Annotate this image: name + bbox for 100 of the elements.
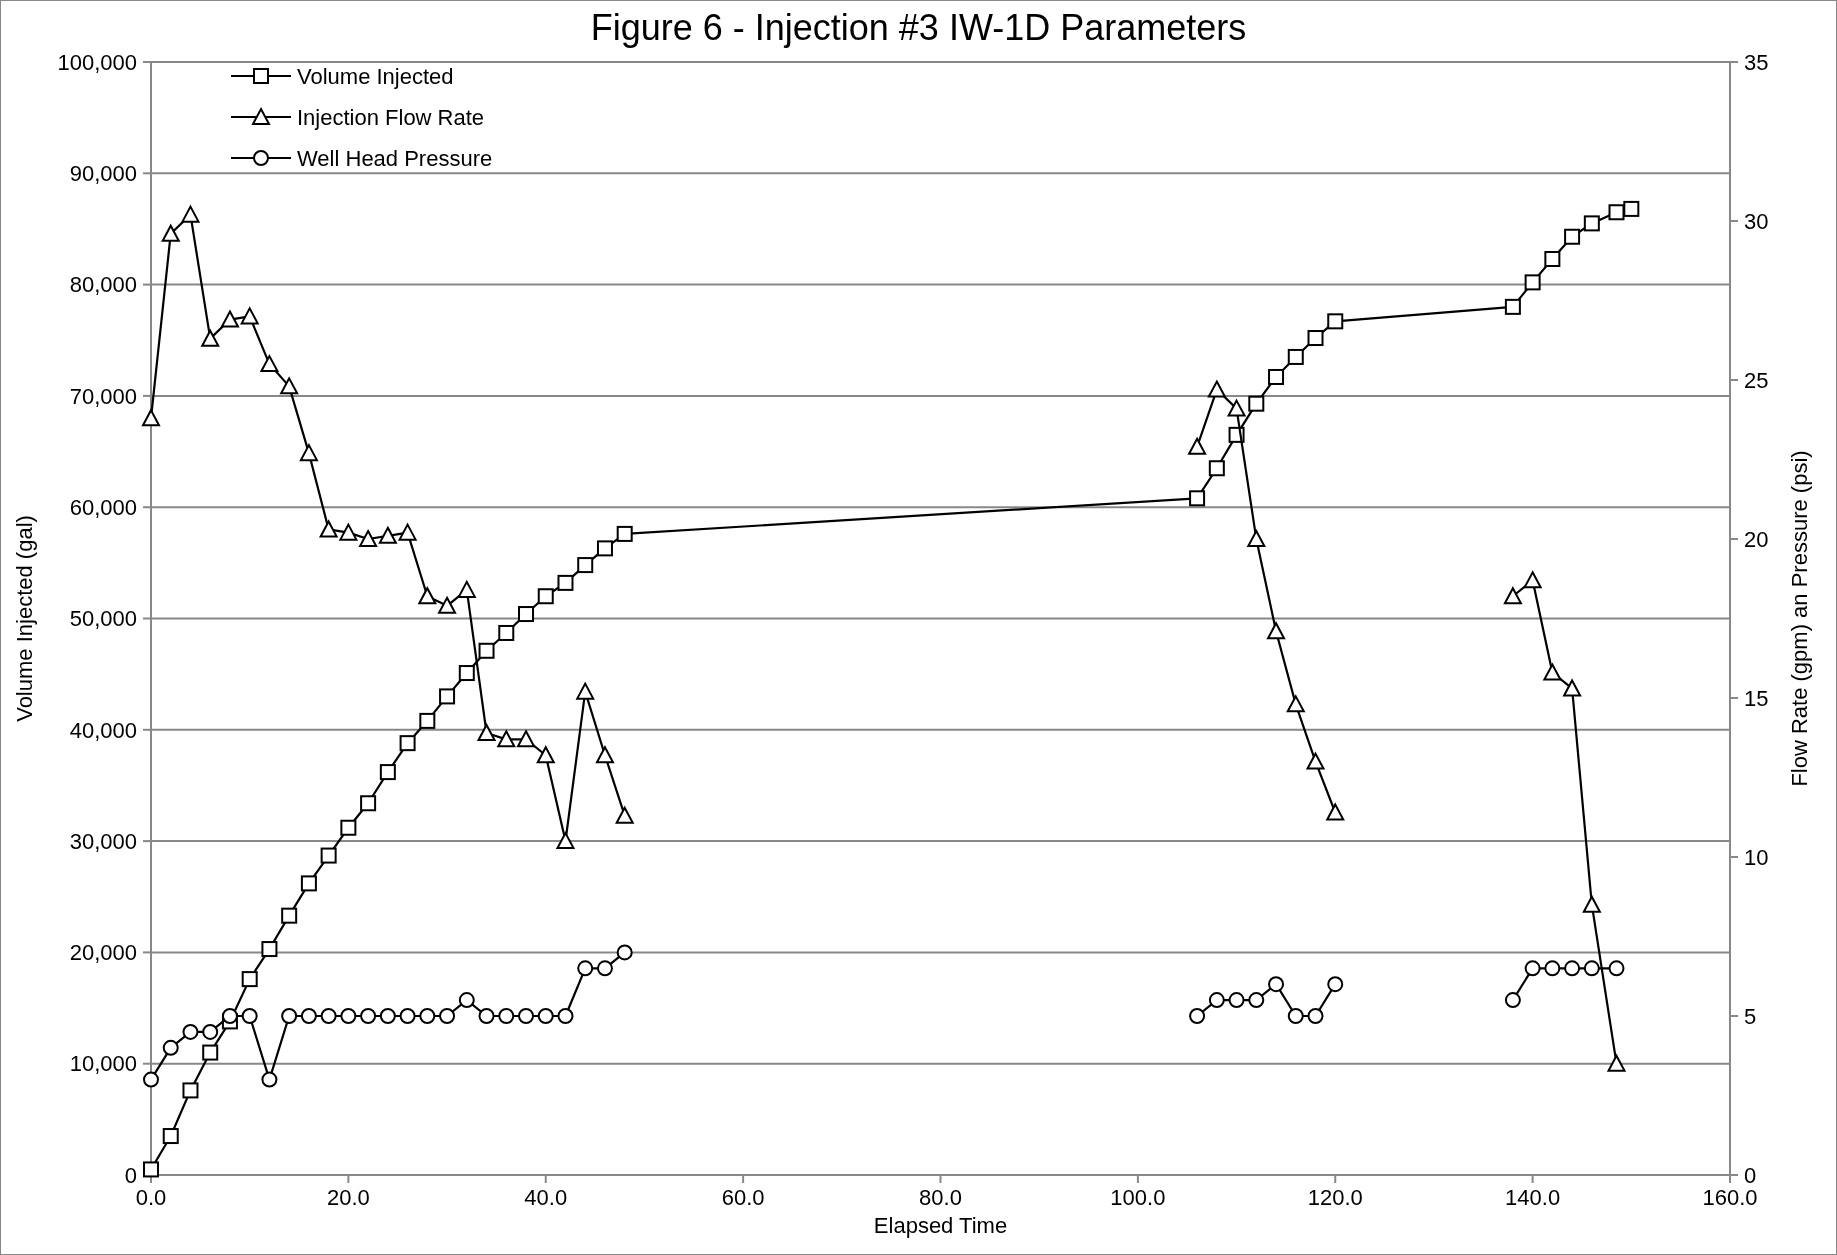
point: [378, 526, 397, 544]
point: [260, 355, 279, 373]
y-tick-label: 10,000: [69, 1051, 137, 1077]
point: [477, 723, 496, 741]
point: [1248, 992, 1265, 1009]
point: [1227, 399, 1246, 417]
point: [1327, 313, 1344, 330]
point: [1208, 992, 1225, 1009]
y-tick-label: 70,000: [69, 383, 137, 409]
point: [1326, 803, 1345, 821]
legend-label: Well Head Pressure: [297, 145, 493, 171]
point: [419, 1008, 436, 1024]
point: [518, 1008, 535, 1024]
point: [161, 224, 180, 242]
point: [1307, 1008, 1324, 1024]
point: [241, 1008, 258, 1024]
point: [536, 746, 555, 764]
point: [1623, 200, 1640, 217]
point: [319, 520, 338, 538]
point: [576, 682, 595, 700]
point: [1287, 1008, 1304, 1024]
x-tick-label: 140.0: [1505, 1185, 1561, 1210]
point: [1523, 571, 1542, 589]
point: [339, 523, 358, 541]
point: [1504, 992, 1521, 1009]
point: [142, 409, 160, 427]
point: [458, 665, 475, 682]
point: [1564, 228, 1581, 245]
point: [556, 832, 575, 850]
x-tick-label: 40.0: [524, 1185, 568, 1210]
point: [1267, 622, 1286, 640]
chart-title: Figure 6 - Injection #3 IW-1D Parameters: [590, 7, 1247, 48]
point: [221, 1008, 238, 1024]
point: [1327, 976, 1344, 993]
point: [577, 557, 594, 574]
point: [261, 941, 278, 958]
point: [537, 588, 554, 605]
x-tick-label: 60.0: [721, 1185, 765, 1210]
x-tick-label: 20.0: [326, 1185, 370, 1210]
point: [182, 1082, 199, 1099]
legend-label: Injection Flow Rate: [297, 104, 485, 130]
point: [1248, 395, 1265, 412]
point: [596, 540, 613, 557]
x-tick-label: 0.0: [135, 1185, 167, 1210]
point: [241, 971, 258, 988]
point: [300, 875, 317, 892]
point: [1563, 679, 1582, 697]
point: [537, 1008, 554, 1024]
point: [299, 444, 318, 462]
point: [261, 1071, 278, 1088]
point: [240, 307, 259, 325]
point: [220, 310, 239, 328]
y-tick-label: 90,000: [69, 161, 137, 186]
point: [518, 606, 535, 623]
point: [398, 523, 417, 541]
point: [1524, 960, 1541, 977]
point: [577, 960, 594, 977]
point: [1268, 368, 1285, 385]
point: [320, 1008, 337, 1024]
x-tick-label: 80.0: [919, 1185, 962, 1210]
point: [457, 580, 476, 598]
point: [418, 587, 437, 605]
point: [1583, 960, 1600, 977]
y2-tick-label: 15: [1744, 685, 1769, 711]
y2-tick-label: 35: [1744, 49, 1769, 75]
point: [498, 1008, 515, 1024]
point: [1247, 530, 1266, 547]
y-tick-label: 40,000: [69, 717, 137, 743]
point: [1564, 960, 1581, 977]
point: [1608, 960, 1625, 977]
point: [478, 642, 495, 659]
point: [1524, 274, 1541, 291]
point: [143, 1071, 159, 1088]
point: [340, 819, 357, 836]
point: [1188, 437, 1207, 455]
point: [1543, 663, 1562, 681]
y-tick-label: 50,000: [69, 606, 137, 632]
point: [419, 712, 436, 729]
point: [557, 1008, 574, 1024]
point: [595, 746, 614, 764]
point: [162, 1128, 179, 1145]
point: [280, 377, 299, 395]
point: [1228, 992, 1245, 1009]
y2-tick-label: 5: [1744, 1003, 1757, 1029]
point: [202, 1023, 219, 1040]
point: [1287, 348, 1304, 365]
point: [399, 735, 416, 752]
y2-tick-label: 20: [1744, 526, 1769, 552]
point: [616, 944, 633, 961]
point: [1189, 1008, 1206, 1024]
point: [1207, 380, 1226, 398]
y-tick-label: 80,000: [69, 272, 137, 298]
point: [379, 764, 396, 781]
y-tick-label: 20,000: [69, 940, 137, 966]
y-tick-label: 30,000: [69, 828, 137, 854]
point: [340, 1008, 357, 1024]
point: [143, 1161, 159, 1178]
point: [439, 688, 456, 705]
point: [399, 1008, 416, 1024]
point: [202, 1044, 219, 1061]
